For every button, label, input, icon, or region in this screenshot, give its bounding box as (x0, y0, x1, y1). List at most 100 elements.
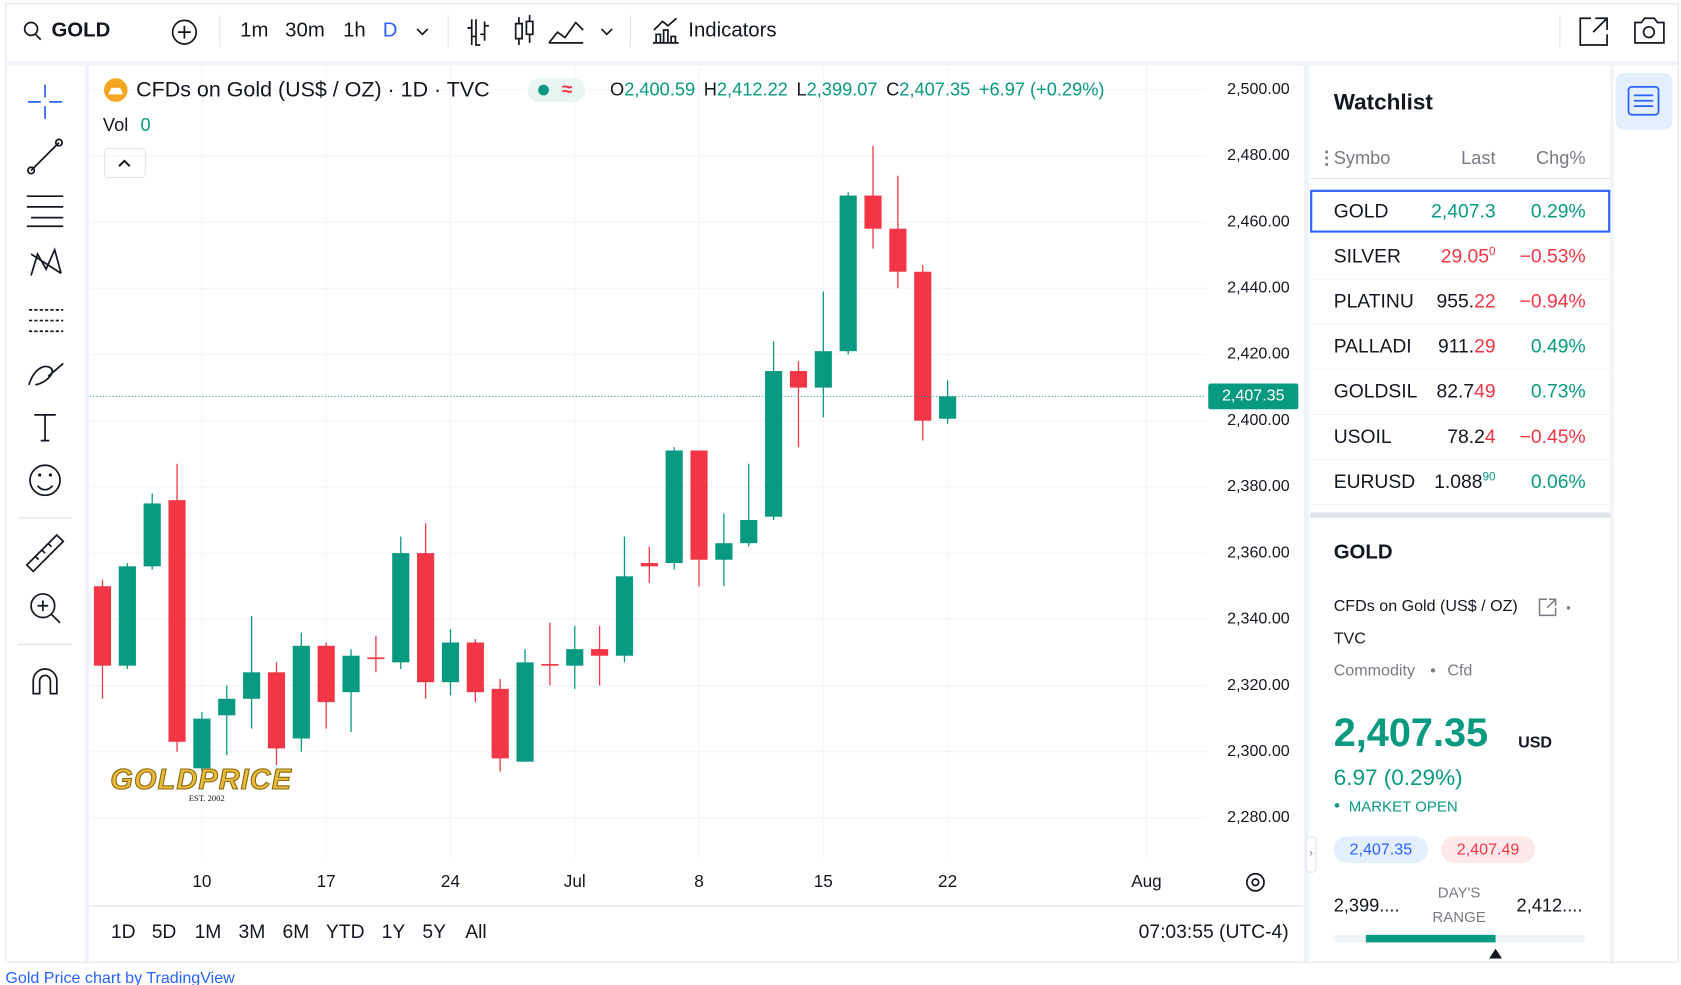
details-type: Commodity (1333, 661, 1416, 680)
watchlist-row[interactable] (1310, 325, 1611, 370)
range-button[interactable]: 1M (195, 922, 222, 943)
fib-icon[interactable] (26, 195, 64, 228)
range-button[interactable]: 1D (111, 922, 136, 943)
volume-label: Vol (102, 114, 129, 136)
details-price: 2,407.35 (1333, 710, 1489, 755)
candle-body (392, 553, 410, 663)
side-divider (84, 65, 89, 962)
bid-pill: 2,407.35 (1333, 836, 1429, 864)
text-icon[interactable] (34, 414, 56, 442)
chevron[interactable] (416, 28, 429, 36)
header-last[interactable]: Last (1461, 147, 1496, 169)
row-symbol: GOLD (1333, 200, 1389, 222)
watchlist-row[interactable] (1310, 460, 1611, 505)
chevron[interactable] (600, 28, 613, 36)
forecast-icon[interactable] (28, 308, 64, 333)
candles-icon[interactable] (514, 15, 534, 46)
watchlist-row[interactable] (1310, 415, 1611, 460)
zoom-icon[interactable] (30, 593, 56, 619)
row-symbol: GOLDSIL (1333, 380, 1418, 403)
watchlist-icon[interactable] (1615, 72, 1675, 132)
brush-icon[interactable] (28, 362, 64, 386)
header-symbol[interactable]: Symbo (1333, 147, 1391, 169)
x-tick-label: Jul (564, 871, 586, 891)
crosshair-icon[interactable] (27, 84, 63, 120)
popout-icon[interactable] (1579, 17, 1608, 46)
ohlc-label: L (796, 79, 807, 100)
candle-body (566, 649, 584, 666)
range-button[interactable]: 5Y (422, 922, 446, 943)
emoji-icon[interactable] (29, 464, 61, 497)
ohlc-value: 2,412.22 (716, 79, 788, 100)
range-button[interactable]: 6M (283, 922, 310, 943)
range-button[interactable]: All (465, 922, 486, 943)
last-price-tag (1208, 383, 1299, 410)
camera-icon[interactable] (1634, 17, 1665, 44)
drag-handle[interactable]: ⋮ (1317, 147, 1336, 169)
row-chg: −0.45% (1519, 425, 1586, 448)
row-chg: −0.94% (1519, 290, 1586, 312)
watchlist-row[interactable] (1310, 370, 1611, 415)
last-plain: 911. (1437, 335, 1475, 358)
watchlist-row[interactable] (1310, 189, 1611, 233)
indicators-button[interactable]: Indicators (688, 19, 777, 42)
interval-button[interactable]: 1h (343, 19, 366, 42)
row-symbol: EURUSD (1333, 470, 1416, 493)
header-chg[interactable]: Chg% (1535, 147, 1586, 169)
y-tick-label: 2,480.00 (1227, 146, 1290, 164)
toolbar-divider (5, 61, 1678, 66)
panel-divider (1303, 65, 1310, 962)
last-plain: 1.088 (1434, 470, 1483, 493)
range-button[interactable]: YTD (326, 922, 365, 943)
candle-body (491, 688, 509, 759)
bars-icon[interactable] (467, 19, 489, 46)
panel-toggle[interactable]: › (1305, 836, 1317, 873)
y-tick-label: 2,460.00 (1227, 212, 1290, 230)
market-status: MARKET OPEN (1348, 797, 1458, 815)
area-icon[interactable] (548, 21, 584, 44)
candle-body (93, 586, 112, 666)
footer-link[interactable]: Gold Price chart by TradingView (5, 969, 235, 985)
ohlc-label: O (610, 79, 625, 100)
magnet-icon[interactable] (32, 668, 58, 695)
range-button[interactable]: 5D (152, 922, 177, 943)
watchlist-row[interactable] (1310, 280, 1611, 325)
add-icon[interactable] (171, 19, 198, 45)
ruler-icon[interactable] (25, 533, 65, 573)
candle-body (417, 553, 435, 683)
external-icon[interactable] (1537, 596, 1580, 617)
row-symbol: SILVER (1333, 245, 1401, 267)
candle-body (715, 543, 733, 560)
dot: • (1430, 661, 1436, 680)
ohlc-value: 2,399.07 (806, 79, 878, 100)
settings-icon[interactable] (1245, 872, 1265, 892)
interval-button[interactable]: 1m (240, 19, 269, 42)
trendline-icon[interactable] (30, 141, 60, 172)
y-tick-label: 2,300.00 (1227, 742, 1290, 760)
last-sup: 0 (1489, 245, 1496, 259)
last-plain: 78.2 (1447, 425, 1485, 448)
ohlc-label: C (886, 79, 900, 100)
candle-body (864, 195, 882, 229)
pattern-icon[interactable] (30, 247, 62, 276)
row-last: 2,407.3 (1394, 199, 1495, 223)
indicators-icon[interactable] (652, 17, 679, 44)
x-tick-label: 10 (192, 871, 211, 891)
range-button[interactable]: 3M (239, 922, 266, 943)
interval-button[interactable]: 30m (285, 19, 325, 42)
row-last: 29.050 (1394, 244, 1496, 268)
y-tick-label: 2,380.00 (1227, 477, 1290, 495)
range-button[interactable]: 1Y (382, 922, 406, 943)
ohlc-change: +6.97 (+0.29%) (978, 79, 1105, 100)
interval-button[interactable]: D (382, 19, 398, 42)
last-highlight: 4 (1484, 425, 1496, 448)
y-tick-label: 2,320.00 (1227, 676, 1290, 694)
collapse-button[interactable] (103, 147, 146, 178)
candle-body (118, 566, 136, 666)
candle-body (789, 371, 808, 388)
row-symbol: USOIL (1333, 425, 1392, 448)
watchlist-row[interactable] (1310, 235, 1611, 280)
symbol-search[interactable]: GOLD (51, 19, 111, 42)
details-currency: USD (1518, 733, 1553, 752)
clock: 07:03:55 (UTC-4) (1139, 922, 1289, 943)
